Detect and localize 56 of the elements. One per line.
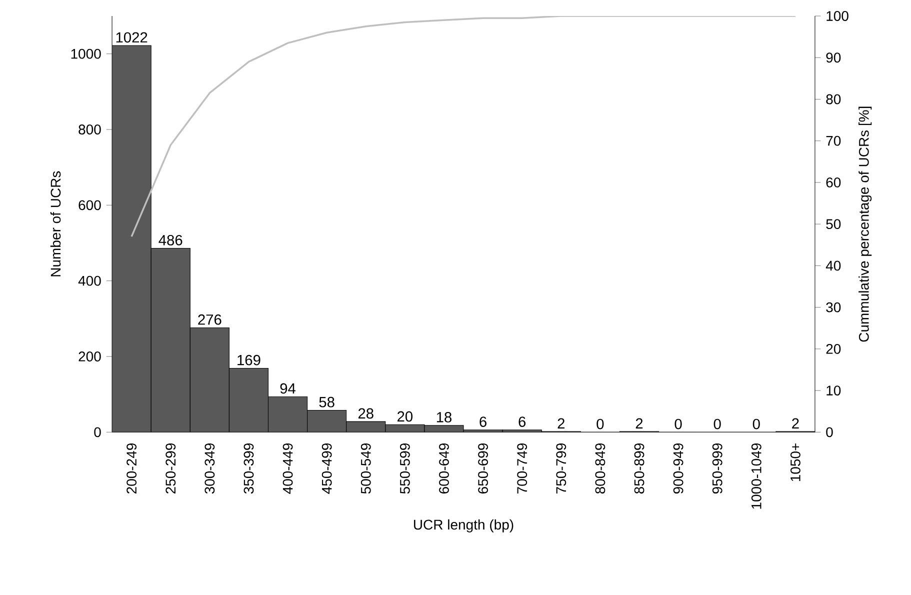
data-label: 169 [238,354,260,366]
y2-tick-label: 90 [826,52,841,63]
y-axis-title: Number of UCRs [50,171,61,276]
x-tick-label: 700-749 [517,444,528,494]
y2-tick-label: 60 [826,178,841,188]
data-label: 0 [596,418,604,430]
data-label: 6 [518,416,526,428]
x-tick-label: 650-699 [478,444,488,494]
data-label: 2 [792,418,799,429]
x-tick-label: 1000-1049 [751,444,762,509]
y-tick-label: 200 [78,352,101,362]
x-tick-label: 600-649 [439,444,449,494]
data-label: 0 [674,418,682,430]
y-tick-label: 1000 [71,48,101,59]
y2-tick-label: 20 [826,344,841,354]
x-tick-label: 350-399 [244,444,254,494]
y2-tick-label: 0 [826,427,833,438]
data-label: 0 [714,418,721,430]
x-tick-label: 400-449 [282,444,293,494]
y-tick-label: 0 [94,427,101,438]
data-label: 6 [480,416,486,428]
data-label: 28 [358,408,374,419]
y2-tick-label: 40 [826,260,841,271]
x-tick-label: 450-499 [322,444,332,494]
x-tick-label: 250-299 [166,444,176,494]
y2-tick-label: 30 [826,302,841,312]
x-tick-label: 200-249 [126,444,137,494]
y-tick-label: 600 [78,200,101,210]
x-axis-title: UCR length (bp) [414,519,514,532]
x-tick-label: 750-799 [556,444,566,494]
x-tick-label: 550-599 [400,444,410,494]
data-label: 18 [436,412,452,422]
y2-tick-label: 100 [826,11,848,22]
x-tick-label: 300-349 [204,444,215,494]
y-tick-label: 800 [78,124,101,135]
data-label: 58 [319,396,334,408]
y2-tick-label: 10 [826,386,841,396]
data-label: 2 [636,418,643,429]
x-tick-label: 500-549 [360,444,371,494]
data-label: 0 [752,418,760,430]
data-label: 2 [558,418,564,429]
x-tick-label: 850-899 [634,444,644,494]
data-label: 1022 [116,32,148,43]
y2-tick-label: 50 [826,219,841,230]
x-tick-label: 1050+ [790,444,800,482]
data-label: 276 [198,314,222,325]
x-tick-label: 950-999 [712,444,722,494]
y2-tick-label: 80 [826,94,841,104]
data-label: 94 [280,383,296,394]
x-tick-label: 800-849 [595,444,606,494]
y2-axis-title: Cummulative percentage of UCRs [%] [858,106,872,342]
x-tick-label: 900-949 [673,444,684,494]
y2-tick-label: 70 [826,136,841,146]
y-tick-label: 400 [78,276,101,286]
data-label: 486 [158,235,182,246]
data-label: 20 [398,411,412,422]
